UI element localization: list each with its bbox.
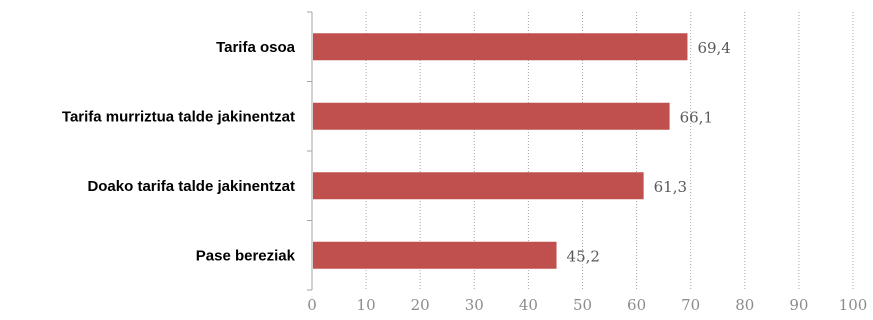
x-tick-label: 60 xyxy=(627,296,646,314)
data-label: 61,3 xyxy=(654,178,687,196)
bar-0 xyxy=(313,33,688,61)
category-label: Tarifa osoa xyxy=(216,39,296,56)
category-label: Pase bereziak xyxy=(196,247,296,264)
x-tick-label: 70 xyxy=(681,296,700,314)
x-tick-label: 30 xyxy=(465,296,484,314)
x-tick-label: 40 xyxy=(519,296,538,314)
data-label: 45,2 xyxy=(567,247,600,265)
x-tick-label: 0 xyxy=(307,296,317,314)
data-label: 66,1 xyxy=(680,108,713,126)
x-tick-label: 90 xyxy=(789,296,808,314)
category-labels: Tarifa osoa Tarifa murriztua talde jakine… xyxy=(62,39,296,265)
data-label: 69,4 xyxy=(697,39,730,57)
category-label: Doako tarifa talde jakinentzat xyxy=(87,178,295,195)
category-label: Tarifa murriztua talde jakinentzat xyxy=(62,108,295,125)
y-axis xyxy=(307,11,313,291)
data-labels: 69,4 66,1 61,3 45,2 xyxy=(567,39,731,266)
x-tick-labels: 0 10 20 30 40 50 60 70 80 90 100 xyxy=(307,296,867,314)
x-tick-label: 80 xyxy=(735,296,754,314)
bars xyxy=(313,33,688,269)
x-tick-label: 20 xyxy=(411,296,430,314)
bar-3 xyxy=(313,241,557,269)
x-tick-label: 50 xyxy=(573,296,592,314)
bar-1 xyxy=(313,102,670,130)
bar-2 xyxy=(313,172,644,200)
x-tick-label: 100 xyxy=(839,296,868,314)
x-tick-label: 10 xyxy=(357,296,376,314)
